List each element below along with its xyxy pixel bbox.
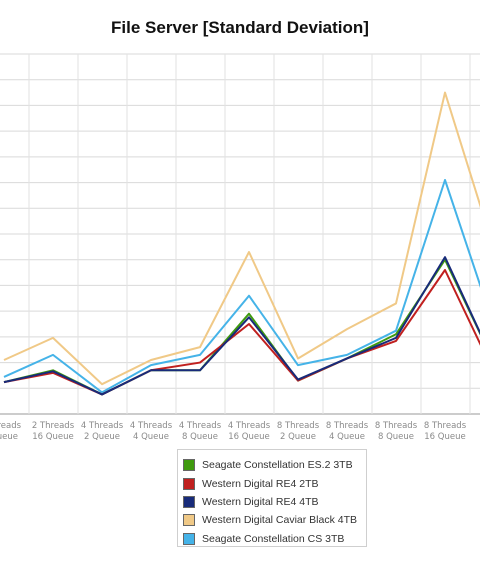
x-tick-label: 4 Threads [228,421,271,431]
legend-label: Seagate Constellation ES.2 3TB [202,459,353,472]
legend-label: Seagate Constellation CS 3TB [202,532,345,545]
x-tick-label: 16 Queue [32,432,73,442]
x-tick-label: 2 Queue [280,432,316,442]
x-tick-label: 8 Threads [277,421,320,431]
x-tick-label: 8 Threads [326,421,369,431]
x-tick-label: 16 Queue [424,432,465,442]
series-line [3,179,480,394]
chart-legend: Seagate Constellation ES.2 3TB Western Di… [177,449,367,547]
legend-item: Western Digital Caviar Black 4TB [183,511,360,529]
legend-swatch [183,477,195,490]
series-line [3,91,480,386]
legend-label: Western Digital RE4 4TB [202,495,319,508]
x-tick-label: 4 Queue [329,432,365,442]
legend-swatch [183,532,195,545]
legend-item: Western Digital RE4 2TB [183,474,360,492]
x-tick-label: 4 Threads [81,421,124,431]
series-line [3,258,480,396]
legend-item: Western Digital RE4 4TB [183,493,360,511]
x-tick-label: 8 Queue [378,432,414,442]
x-tick-label: 16 Queue [228,432,269,442]
legend-swatch [183,495,195,508]
x-tick-label: 8 Queue [182,432,218,442]
series-line [3,256,480,396]
legend-item: Seagate Constellation CS 3TB [183,530,360,548]
x-tick-label: 4 Threads [179,421,222,431]
x-tick-label: 4 Queue [133,432,169,442]
x-tick-label: 4 Threads [130,421,173,431]
legend-label: Western Digital RE4 2TB [202,477,319,490]
x-tick-label: 2 Threads [32,421,75,431]
series-line [3,269,480,396]
legend-label: Western Digital Caviar Black 4TB [202,514,358,527]
x-tick-label: 8 Threads [424,421,467,431]
legend-swatch [183,514,195,527]
x-tick-label: 8 Threads [375,421,418,431]
legend-item: Seagate Constellation ES.2 3TB [183,456,360,474]
chart-title: File Server [Standard Deviation] [111,18,369,37]
x-tick-label: Queue [0,432,18,442]
x-tick-label: Threads [0,421,22,431]
x-tick-label: 2 Queue [84,432,120,442]
legend-swatch [183,459,195,472]
